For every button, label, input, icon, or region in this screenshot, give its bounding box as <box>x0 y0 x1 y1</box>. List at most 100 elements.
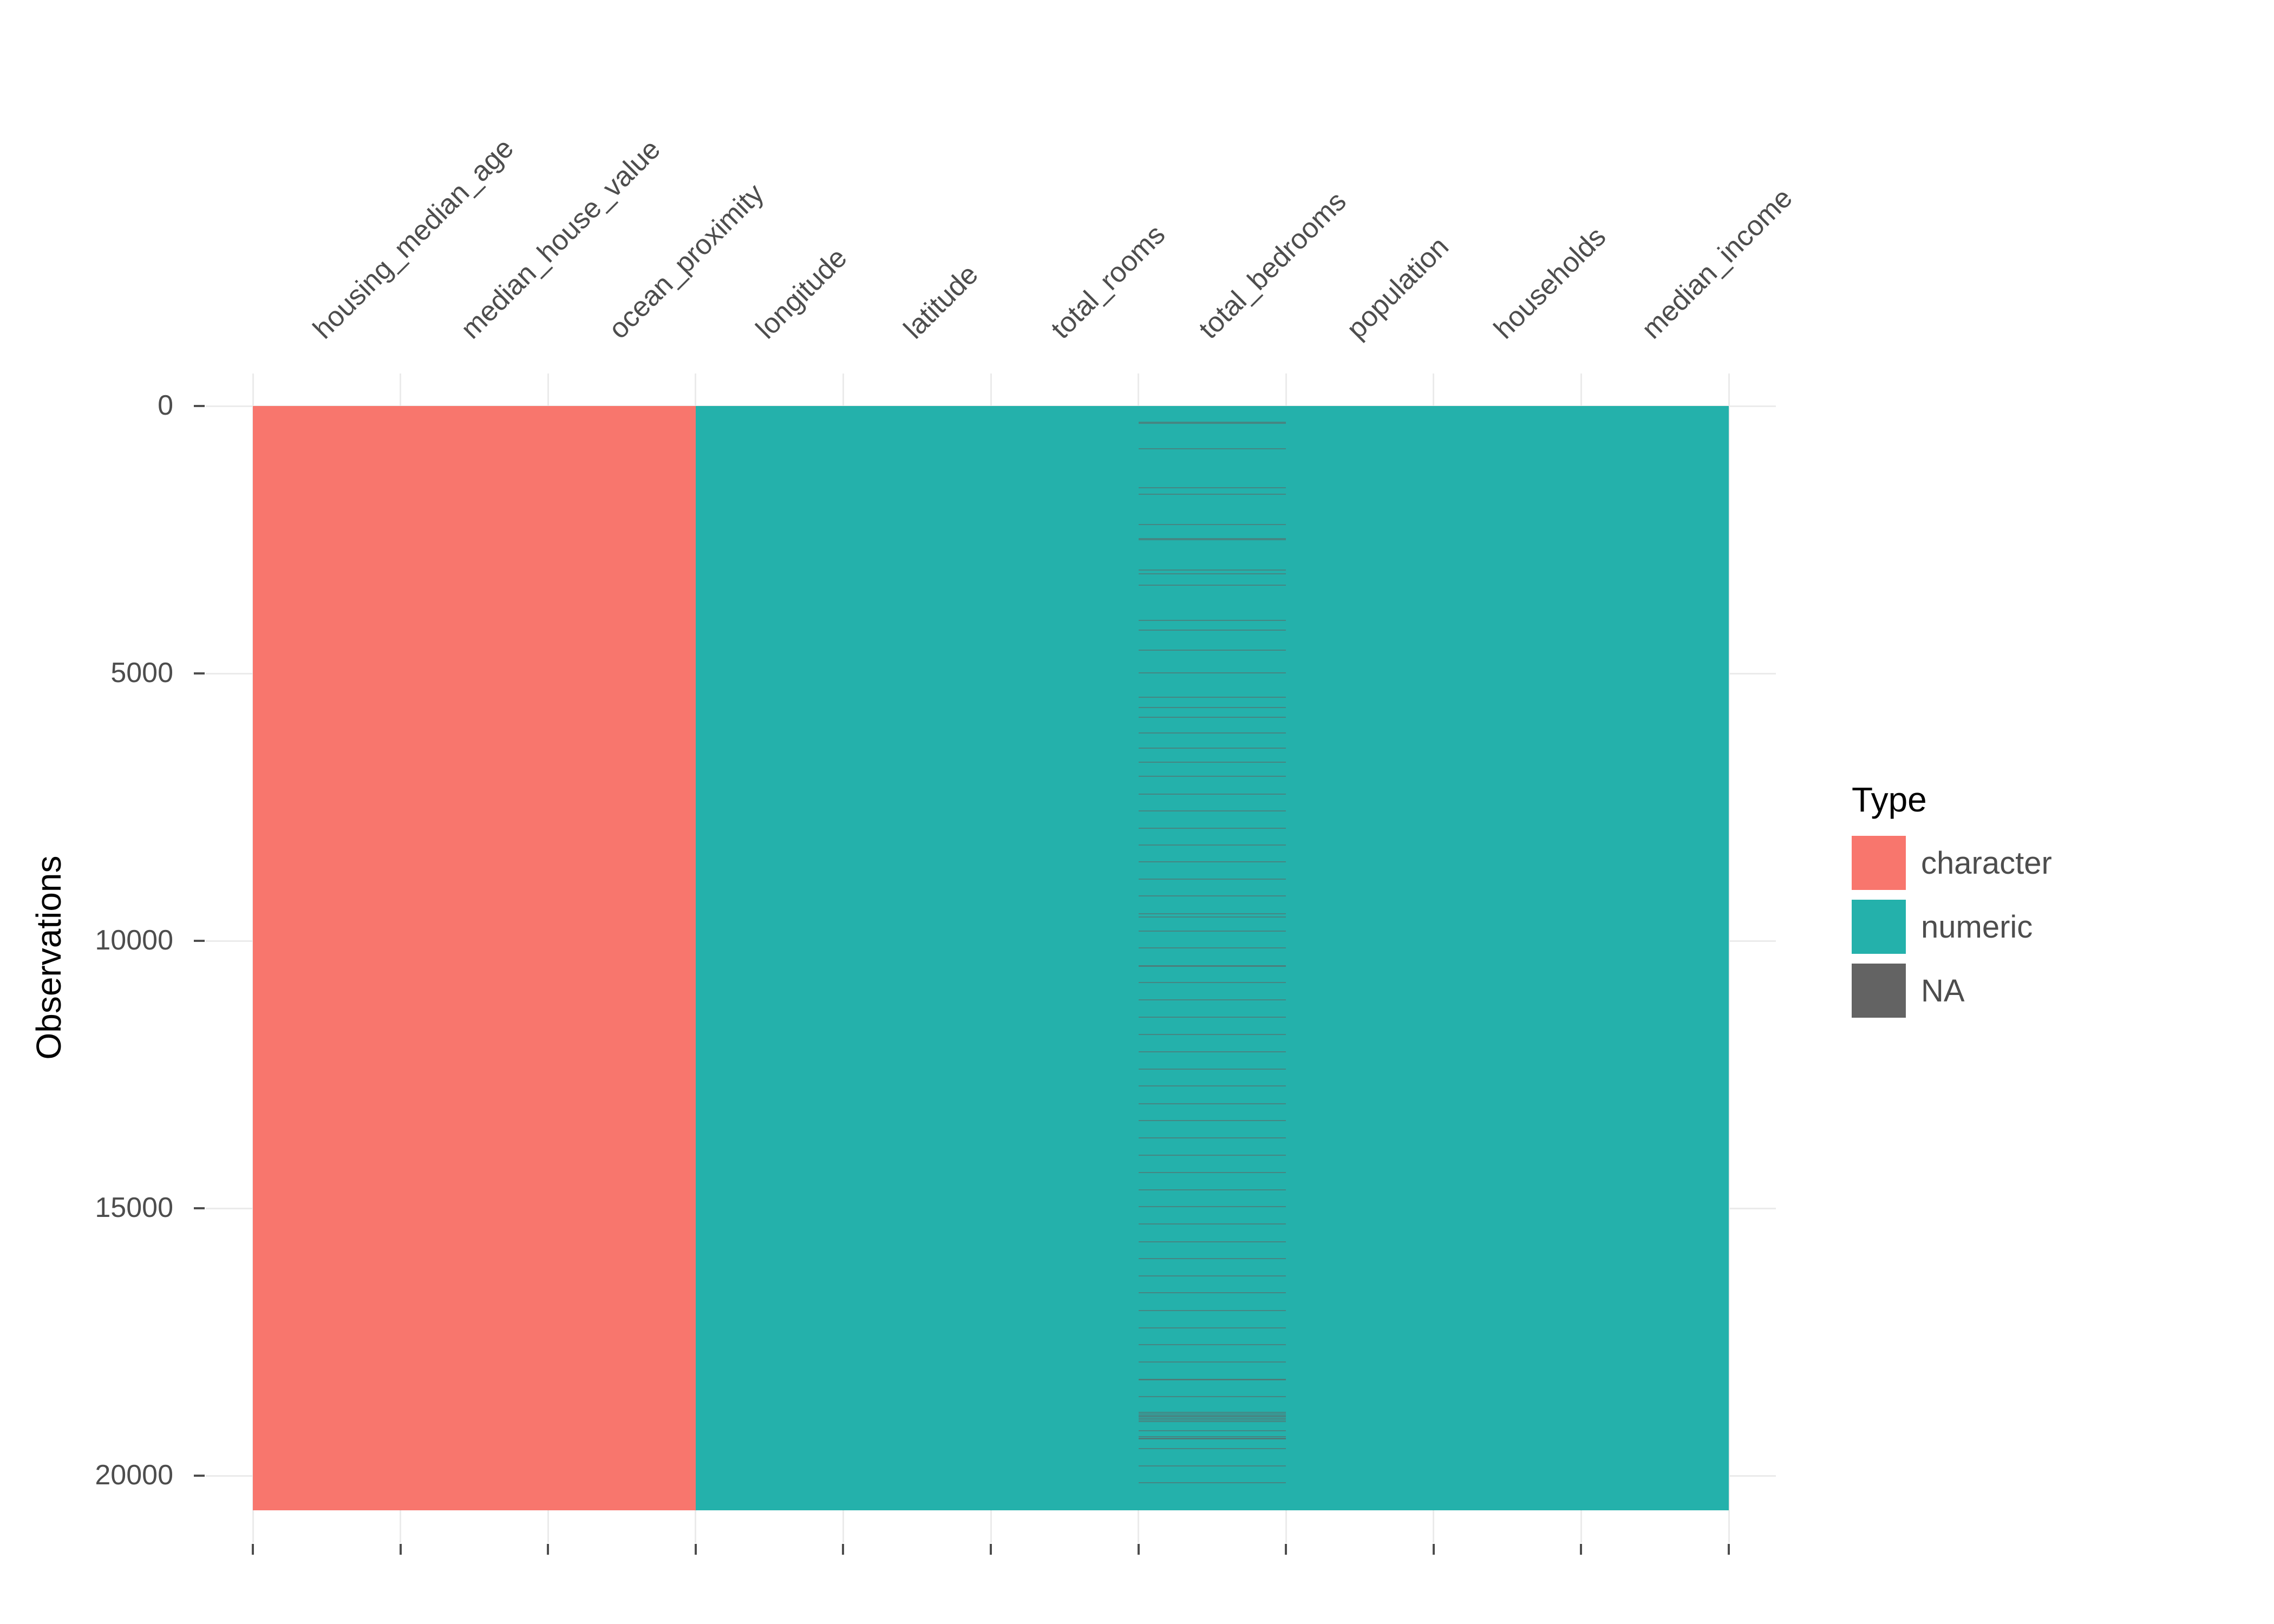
legend-title: Type <box>1852 780 2052 820</box>
x-axis-label: population <box>1340 231 1455 345</box>
na-marker <box>1139 1416 1286 1417</box>
data-column <box>1581 406 1729 1510</box>
x-axis-label: total_bedrooms <box>1192 185 1352 345</box>
na-marker <box>1139 1017 1286 1018</box>
na-marker <box>1139 794 1286 795</box>
na-marker <box>1139 1419 1286 1420</box>
x-tick-mark <box>252 1544 254 1555</box>
x-axis-label: households <box>1488 220 1613 345</box>
na-marker <box>1139 732 1286 734</box>
na-marker <box>1139 982 1286 983</box>
na-marker <box>1139 672 1286 673</box>
na-marker <box>1139 538 1286 539</box>
na-marker <box>1139 1069 1286 1070</box>
na-marker <box>1139 1465 1286 1466</box>
na-marker <box>1139 1344 1286 1345</box>
y-tick-mark <box>194 1207 205 1209</box>
na-marker <box>1139 620 1286 621</box>
legend-item: numeric <box>1852 900 2052 954</box>
x-axis-label: latitude <box>897 258 984 345</box>
na-marker <box>1139 569 1286 571</box>
na-marker <box>1139 524 1286 525</box>
y-tick-label: 10000 <box>0 924 173 957</box>
na-marker <box>1139 762 1286 763</box>
na-marker <box>1139 539 1286 540</box>
data-column <box>253 406 401 1510</box>
legend: Type character numeric NA <box>1852 780 2052 1027</box>
legend-swatch <box>1852 964 1906 1018</box>
x-tick-mark <box>695 1544 697 1555</box>
na-marker <box>1139 776 1286 777</box>
data-column <box>548 406 696 1510</box>
na-marker <box>1139 861 1286 862</box>
y-tick-label: 15000 <box>0 1191 173 1224</box>
na-marker <box>1139 1085 1286 1086</box>
na-marker <box>1139 1034 1286 1035</box>
na-marker <box>1139 1275 1286 1276</box>
na-marker <box>1139 1223 1286 1224</box>
na-marker <box>1139 717 1286 718</box>
na-marker <box>1139 1327 1286 1328</box>
na-marker <box>1139 1482 1286 1483</box>
na-marker <box>1139 1051 1286 1052</box>
na-marker <box>1139 448 1286 449</box>
na-marker <box>1139 1189 1286 1190</box>
na-marker <box>1139 1206 1286 1207</box>
x-axis-label: total_rooms <box>1045 218 1172 345</box>
na-marker <box>1139 1292 1286 1293</box>
legend-swatch <box>1852 836 1906 890</box>
x-axis-label: ocean_proximity <box>602 178 770 345</box>
na-marker <box>1139 1430 1286 1431</box>
na-marker <box>1139 573 1286 574</box>
na-marker <box>1139 1413 1286 1415</box>
x-tick-mark <box>1138 1544 1140 1555</box>
x-tick-mark <box>842 1544 844 1555</box>
na-marker <box>1139 423 1286 424</box>
legend-label: NA <box>1921 973 1965 1009</box>
na-marker <box>1139 585 1286 586</box>
na-marker <box>1139 895 1286 896</box>
na-marker <box>1139 487 1286 488</box>
x-tick-mark <box>1728 1544 1730 1555</box>
na-marker <box>1139 931 1286 932</box>
x-tick-mark <box>1285 1544 1287 1555</box>
legend-label: character <box>1921 845 2052 881</box>
na-marker <box>1139 947 1286 948</box>
na-marker <box>1139 1412 1286 1413</box>
na-marker <box>1139 1379 1286 1380</box>
legend-item: character <box>1852 836 2052 890</box>
na-marker <box>1139 879 1286 880</box>
na-marker <box>1139 1436 1286 1437</box>
na-marker <box>1139 707 1286 708</box>
y-tick-mark <box>194 672 205 675</box>
na-marker <box>1139 1421 1286 1422</box>
na-marker <box>1139 1172 1286 1173</box>
x-tick-mark <box>990 1544 992 1555</box>
y-tick-mark <box>194 1475 205 1477</box>
na-marker <box>1139 1438 1286 1439</box>
legend-label: numeric <box>1921 909 2033 945</box>
data-column <box>696 406 844 1510</box>
na-marker <box>1139 1137 1286 1138</box>
x-tick-mark <box>1433 1544 1435 1555</box>
y-tick-mark <box>194 940 205 942</box>
y-tick-label: 20000 <box>0 1459 173 1491</box>
na-marker <box>1139 1418 1286 1419</box>
na-marker <box>1139 1241 1286 1242</box>
data-column <box>401 406 548 1510</box>
na-marker <box>1139 844 1286 846</box>
legend-item: NA <box>1852 964 2052 1018</box>
na-marker <box>1139 1258 1286 1259</box>
x-tick-mark <box>1580 1544 1582 1555</box>
chart-page: Observations 05000100001500020000 housin… <box>0 0 2274 1624</box>
na-marker <box>1139 650 1286 651</box>
x-axis-label: longitude <box>750 241 854 345</box>
na-marker <box>1139 966 1286 967</box>
x-axis-label: median_income <box>1635 182 1799 345</box>
y-tick-label: 5000 <box>0 657 173 689</box>
na-marker <box>1139 1361 1286 1363</box>
na-marker <box>1139 913 1286 914</box>
na-marker <box>1139 630 1286 631</box>
na-marker <box>1139 494 1286 495</box>
data-column <box>1286 406 1434 1510</box>
